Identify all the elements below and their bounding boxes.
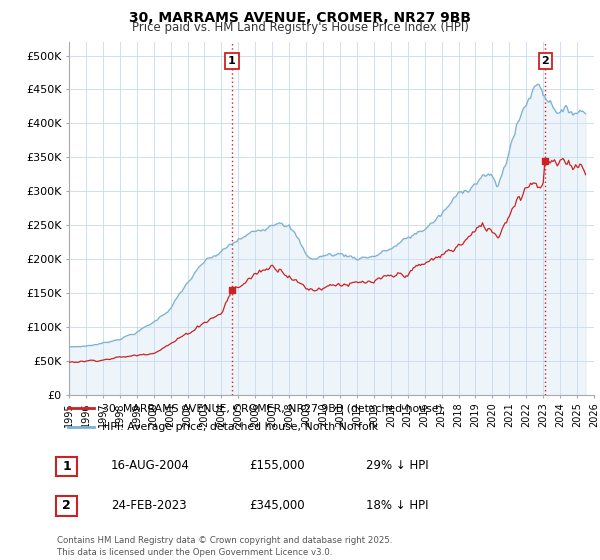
Text: 16-AUG-2004: 16-AUG-2004 xyxy=(111,459,190,473)
Text: 30, MARRAMS AVENUE, CROMER, NR27 9BB (detached house): 30, MARRAMS AVENUE, CROMER, NR27 9BB (de… xyxy=(103,404,443,413)
Bar xyxy=(56,496,77,516)
Text: 1: 1 xyxy=(228,56,236,66)
Text: £155,000: £155,000 xyxy=(249,459,305,473)
Text: 29% ↓ HPI: 29% ↓ HPI xyxy=(366,459,428,473)
Text: 2: 2 xyxy=(541,56,549,66)
Text: 30, MARRAMS AVENUE, CROMER, NR27 9BB: 30, MARRAMS AVENUE, CROMER, NR27 9BB xyxy=(129,11,471,25)
Text: 1: 1 xyxy=(62,460,71,473)
Text: 18% ↓ HPI: 18% ↓ HPI xyxy=(366,498,428,512)
Bar xyxy=(56,456,77,477)
Text: HPI: Average price, detached house, North Norfolk: HPI: Average price, detached house, Nort… xyxy=(103,422,379,432)
Text: 24-FEB-2023: 24-FEB-2023 xyxy=(111,498,187,512)
Text: Price paid vs. HM Land Registry's House Price Index (HPI): Price paid vs. HM Land Registry's House … xyxy=(131,21,469,34)
Text: 2: 2 xyxy=(62,499,71,512)
Text: Contains HM Land Registry data © Crown copyright and database right 2025.
This d: Contains HM Land Registry data © Crown c… xyxy=(57,536,392,557)
Text: £345,000: £345,000 xyxy=(249,498,305,512)
